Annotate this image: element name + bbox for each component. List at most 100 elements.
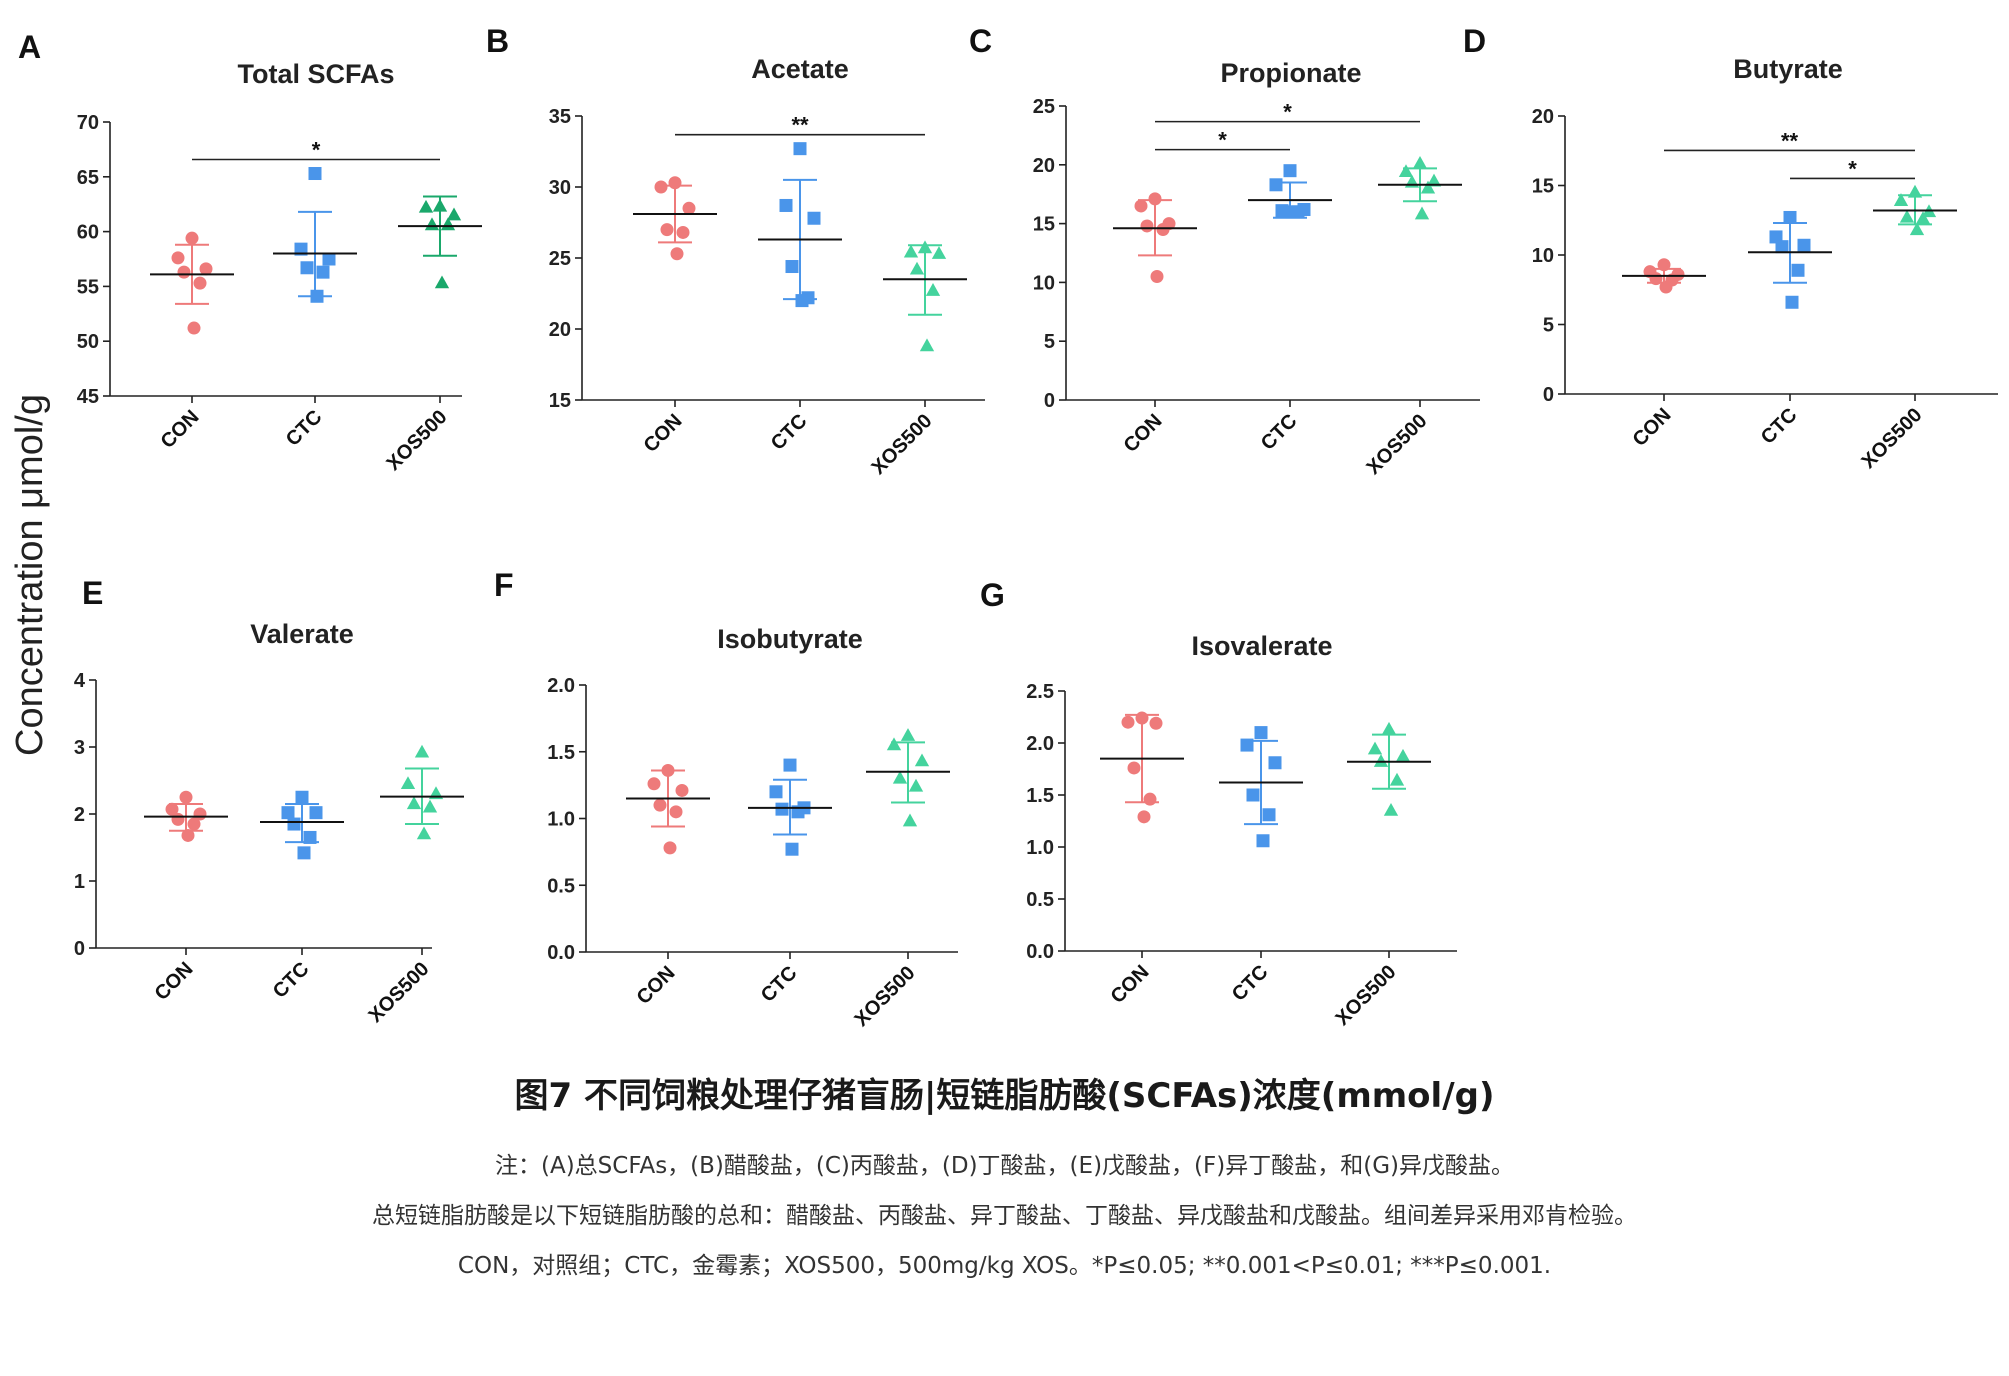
y-tick-label: 5 xyxy=(1044,331,1055,353)
data-point xyxy=(171,812,185,826)
y-tick-label: 2.0 xyxy=(1026,733,1054,755)
data-point xyxy=(187,321,201,335)
data-point xyxy=(424,217,440,231)
data-point xyxy=(1156,222,1170,236)
y-tick-label: 3 xyxy=(74,737,85,759)
data-point xyxy=(414,744,430,758)
data-point xyxy=(309,806,323,820)
x-tick-label: CTC xyxy=(1757,404,1802,449)
significance-label: * xyxy=(1283,100,1292,125)
data-point xyxy=(909,261,925,275)
panel-title: Valerate xyxy=(250,619,354,649)
data-point xyxy=(187,817,201,831)
series-xos500 xyxy=(380,744,464,840)
panel-f: F Isobutyrate 0.0 0.5 1.0 1.5 2.0 CON CTC XOS500 xyxy=(494,567,958,1031)
y-tick-label: 15 xyxy=(1033,214,1055,236)
y-tick-label: 15 xyxy=(549,390,571,412)
data-point xyxy=(908,778,924,792)
series-ctc xyxy=(1248,164,1332,219)
data-point xyxy=(647,777,661,791)
y-tick-label: 0 xyxy=(1543,384,1554,406)
y-tick-label: 5 xyxy=(1543,315,1554,337)
data-point xyxy=(1412,155,1428,169)
y-tick-label: 2.5 xyxy=(1026,681,1054,703)
x-tick-label: CTC xyxy=(767,410,812,455)
data-point xyxy=(682,201,696,215)
data-point xyxy=(900,728,916,741)
data-point xyxy=(1893,193,1909,206)
data-point xyxy=(316,265,330,279)
y-tick-label: 4 xyxy=(74,670,86,692)
x-tick-label: CON xyxy=(151,958,198,1005)
significance-label: ** xyxy=(1781,128,1799,153)
data-point xyxy=(1659,280,1673,294)
data-point xyxy=(422,799,438,813)
panel-g: G Isovalerate 0.0 0.5 1.0 1.5 2.0 2.5 CON CTC XOS5… xyxy=(980,577,1457,1030)
x-tick-label: XOS500 xyxy=(1858,404,1927,473)
data-point xyxy=(1649,272,1663,286)
y-tick-label: 10 xyxy=(1532,245,1554,267)
data-point xyxy=(1269,178,1283,192)
data-point xyxy=(171,251,185,265)
y-tick-label: 0.0 xyxy=(547,942,575,964)
y-tick-label: 2 xyxy=(74,804,85,826)
series-ctc xyxy=(1219,726,1303,848)
y-tick-label: 55 xyxy=(77,276,99,298)
data-point xyxy=(1283,164,1297,178)
data-point xyxy=(669,805,683,819)
data-point xyxy=(807,211,821,225)
x-tick-label: XOS500 xyxy=(851,962,920,1031)
x-tick-label: XOS500 xyxy=(1363,410,1432,479)
x-tick-label: XOS500 xyxy=(365,958,434,1027)
x-tick-label: CON xyxy=(157,406,204,453)
x-tick-label: XOS500 xyxy=(1332,961,1401,1030)
data-point xyxy=(1143,792,1157,806)
data-point xyxy=(654,180,668,194)
y-tick-label: 2.0 xyxy=(547,675,575,697)
data-point xyxy=(300,261,314,275)
data-point xyxy=(294,242,308,256)
data-point xyxy=(179,790,193,804)
data-point xyxy=(668,176,682,190)
y-tick-label: 0.5 xyxy=(547,875,575,897)
data-point xyxy=(295,790,309,804)
data-point xyxy=(925,283,941,296)
x-tick-label: CTC xyxy=(1257,410,1302,455)
data-point xyxy=(446,207,462,221)
panel-title: Propionate xyxy=(1220,58,1361,88)
series-xos500 xyxy=(398,195,482,289)
data-point xyxy=(432,198,448,212)
panel-b: B Acetate 15 20 25 30 35 CON CTC XOS500 ** xyxy=(486,23,985,479)
y-tick-label: 25 xyxy=(1033,96,1055,118)
y-tick-label: 30 xyxy=(549,177,571,199)
data-point xyxy=(1137,810,1151,824)
data-point xyxy=(785,260,799,274)
panel-title: Isovalerate xyxy=(1191,631,1332,661)
data-point xyxy=(1381,721,1397,735)
data-point xyxy=(775,802,789,816)
y-tick-label: 1.5 xyxy=(1026,785,1054,807)
x-tick-label: CON xyxy=(633,962,680,1009)
data-point xyxy=(1373,754,1389,767)
data-point xyxy=(663,841,677,855)
data-point xyxy=(1275,204,1289,218)
x-tick-label: CTC xyxy=(269,958,314,1003)
y-tick-label: 1.0 xyxy=(547,809,575,831)
data-point xyxy=(1127,761,1141,775)
data-point xyxy=(676,225,690,239)
data-point xyxy=(1246,788,1260,802)
data-point xyxy=(1395,748,1411,762)
y-tick-label: 0 xyxy=(1044,390,1055,412)
data-point xyxy=(892,770,908,784)
figure-caption-note-2: 总短链脂肪酸是以下短链脂肪酸的总和：醋酸盐、丙酸盐、异丁酸盐、丁酸盐、异戊酸盐和… xyxy=(372,1203,1637,1229)
x-tick-label: CON xyxy=(1107,961,1154,1008)
significance-label: ** xyxy=(791,113,809,138)
data-point xyxy=(165,802,179,816)
data-point xyxy=(303,830,317,844)
data-point xyxy=(418,199,434,213)
y-tick-label: 20 xyxy=(1033,155,1055,177)
series-con xyxy=(626,763,710,855)
y-tick-label: 20 xyxy=(1532,106,1554,128)
data-point xyxy=(1775,240,1789,254)
